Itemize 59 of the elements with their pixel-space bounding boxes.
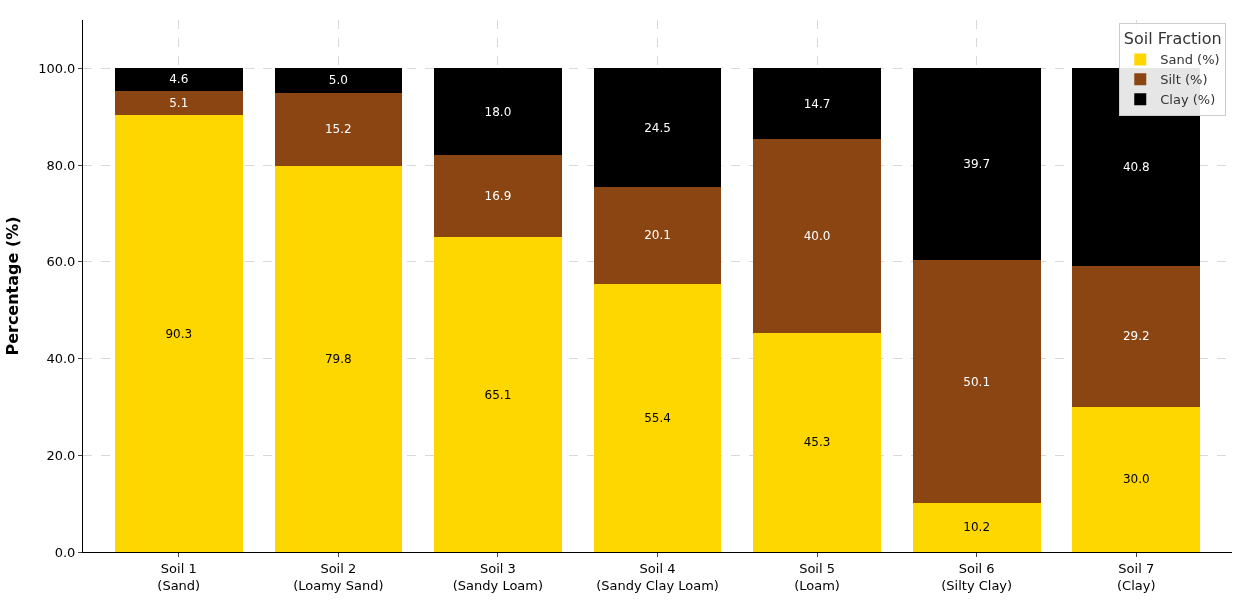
data-label: 24.5 (644, 120, 671, 135)
data-label: 39.7 (963, 157, 991, 172)
legend-label: Sand (%) (1160, 52, 1220, 68)
y-tick-label: 0.0 (54, 544, 76, 560)
y-tick-label: 80.0 (46, 157, 76, 173)
bar (274, 68, 403, 93)
data-label: 55.4 (644, 411, 671, 426)
bar (593, 68, 722, 187)
legend-title: Soil Fraction (1123, 29, 1222, 49)
data-label: 40.8 (1122, 160, 1150, 175)
bar (593, 284, 722, 552)
bar (753, 332, 881, 552)
data-label: 90.3 (165, 326, 193, 341)
x-tick-label: Soil 3 (Sandy Loam) (452, 560, 544, 593)
bar (114, 68, 243, 91)
bar (114, 90, 243, 116)
x-tick-label: Soil 6 (Silty Clay) (941, 560, 1013, 593)
bar (593, 186, 722, 285)
bar (753, 68, 881, 140)
bar (1072, 406, 1201, 552)
bar (434, 155, 562, 238)
data-label: 40.0 (803, 229, 831, 244)
data-label: 30.0 (1122, 472, 1150, 487)
x-tick-label: Soil 7 (Clay) (1117, 560, 1156, 593)
data-label: 45.3 (803, 435, 831, 450)
y-axis-title: Percentage (%) (3, 216, 23, 356)
legend-label: Silt (%) (1160, 72, 1208, 88)
bar (434, 237, 562, 552)
data-label: 65.1 (484, 387, 512, 402)
data-label: 50.1 (963, 374, 991, 389)
data-label: 29.2 (1122, 329, 1150, 344)
legend-label: Clay (%) (1160, 92, 1216, 108)
y-tick-label: 40.0 (46, 351, 76, 367)
data-label: 18.0 (484, 104, 512, 119)
data-label: 15.2 (324, 122, 352, 137)
data-label: 10.2 (963, 520, 991, 535)
x-tick-label: Soil 4 (Sandy Clay Loam) (596, 560, 719, 593)
data-label: 5.0 (328, 73, 348, 88)
x-tick-label: Soil 2 (Loamy Sand) (293, 560, 384, 593)
bar (274, 92, 403, 167)
y-tick-label: 60.0 (46, 254, 76, 270)
bar (274, 166, 403, 552)
x-tick-label: Soil 1 (Sand) (157, 560, 201, 593)
data-label: 5.1 (169, 95, 189, 110)
x-tick-label: Soil 5 (Loam) (794, 560, 840, 593)
y-tick-label: 100.0 (38, 60, 76, 76)
data-label: 20.1 (644, 228, 671, 243)
data-label: 79.8 (324, 352, 352, 367)
bar (114, 115, 243, 552)
bar (753, 139, 881, 333)
bar (1072, 265, 1201, 407)
bar (912, 68, 1041, 261)
data-label: 4.6 (169, 72, 189, 87)
bar (912, 260, 1041, 503)
bar (912, 502, 1041, 552)
bar (434, 68, 562, 156)
data-label: 14.7 (803, 96, 831, 111)
y-tick-label: 20.0 (46, 447, 76, 463)
data-label: 16.9 (484, 189, 512, 204)
